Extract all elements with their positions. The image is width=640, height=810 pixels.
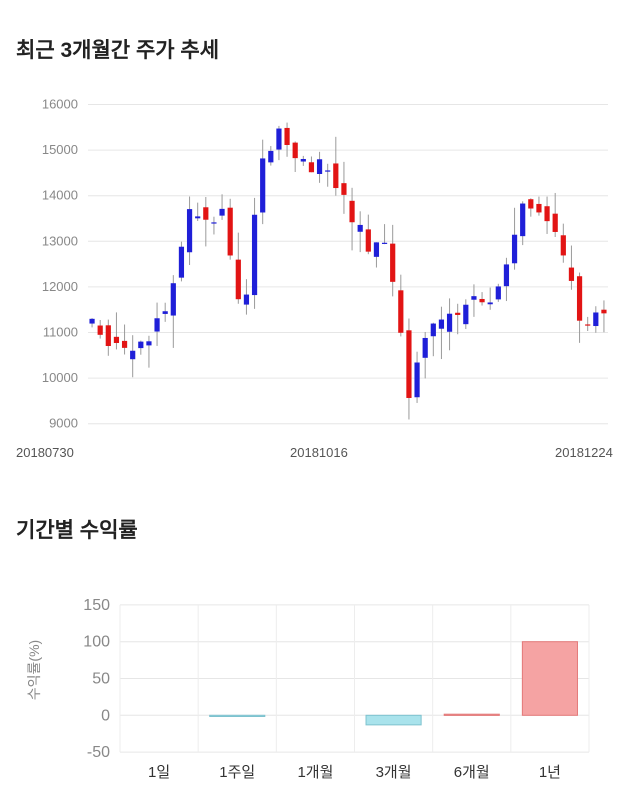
svg-text:15000: 15000 [42,142,78,157]
svg-text:100: 100 [83,634,110,651]
svg-text:11000: 11000 [43,325,78,340]
svg-text:1년: 1년 [539,764,561,781]
svg-text:9000: 9000 [49,416,78,431]
svg-text:16000: 16000 [42,97,78,112]
svg-text:-50: -50 [87,744,110,761]
svg-text:50: 50 [92,671,110,688]
svg-text:1개월: 1개월 [297,764,333,781]
svg-text:6개월: 6개월 [454,764,490,781]
svg-text:10000: 10000 [42,370,78,385]
svg-text:1일: 1일 [148,764,170,781]
svg-text:12000: 12000 [42,279,78,294]
svg-text:0: 0 [101,707,110,724]
svg-text:14000: 14000 [42,188,78,203]
svg-text:1주일: 1주일 [219,764,255,781]
svg-text:3개월: 3개월 [376,764,412,781]
svg-text:150: 150 [83,597,110,614]
svg-text:13000: 13000 [42,233,78,248]
